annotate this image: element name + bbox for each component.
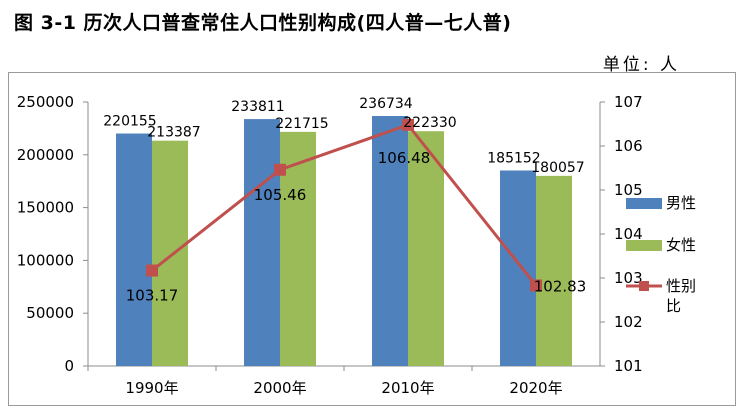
legend-label: 比 bbox=[666, 297, 681, 315]
left-tick-label: 250000 bbox=[17, 93, 74, 111]
x-tick-label: 2020年 bbox=[509, 379, 562, 397]
ratio-line bbox=[151, 123, 538, 287]
data-label-female: 221715 bbox=[275, 116, 328, 132]
data-label-male: 220155 bbox=[103, 114, 156, 130]
right-tick-label: 101 bbox=[614, 357, 643, 375]
legend-swatch bbox=[626, 198, 662, 209]
data-label-ratio: 106.48 bbox=[378, 149, 431, 167]
data-label-male: 236734 bbox=[359, 96, 413, 112]
right-tick-label: 102 bbox=[614, 313, 643, 331]
x-tick-label: 1990年 bbox=[125, 379, 178, 397]
legend-label: 女性 bbox=[666, 236, 696, 254]
data-label-female: 180057 bbox=[531, 160, 584, 176]
left-tick-label: 0 bbox=[64, 357, 74, 375]
right-tick-label: 105 bbox=[614, 181, 643, 199]
bar-female bbox=[536, 175, 572, 366]
bar-female bbox=[408, 131, 444, 366]
unit-label: 单位: 人 bbox=[602, 55, 680, 75]
line-layer bbox=[146, 118, 542, 292]
page-title: 图 3-1 历次人口普查常住人口性别构成(四人普—七人普) bbox=[14, 12, 512, 34]
left-tick-label: 150000 bbox=[17, 199, 74, 217]
data-label-female: 213387 bbox=[147, 125, 200, 141]
data-label-male: 233811 bbox=[231, 99, 284, 115]
data-label-ratio: 105.46 bbox=[254, 186, 307, 204]
left-tick-label: 200000 bbox=[17, 146, 74, 164]
bars-layer bbox=[116, 116, 572, 366]
data-label-ratio: 103.17 bbox=[126, 287, 179, 305]
right-tick-label: 107 bbox=[614, 93, 643, 111]
bar-male bbox=[372, 116, 408, 366]
legend-label: 性别 bbox=[666, 277, 696, 295]
x-tick-label: 2010年 bbox=[381, 379, 434, 397]
right-tick-label: 103 bbox=[614, 269, 643, 287]
axes-layer: 0 50000 100000 150000 200000 250000 101 102 103 1… bbox=[17, 93, 643, 397]
data-label-male: 185152 bbox=[487, 150, 540, 166]
ratio-marker bbox=[274, 163, 286, 176]
data-label-ratio: 102.83 bbox=[534, 277, 587, 295]
bar-male bbox=[116, 133, 152, 366]
left-tick-label: 100000 bbox=[17, 251, 74, 269]
left-tick-label: 50000 bbox=[26, 304, 74, 322]
ratio-marker bbox=[146, 264, 158, 277]
ratio-marker bbox=[530, 279, 542, 292]
bar-female bbox=[152, 140, 188, 366]
legend-swatch bbox=[626, 240, 662, 251]
ratio-marker bbox=[402, 118, 414, 131]
bar-male bbox=[244, 119, 280, 366]
bar-male bbox=[500, 170, 536, 366]
legend-swatch bbox=[639, 281, 649, 291]
x-tick-label: 2000年 bbox=[253, 379, 306, 397]
right-tick-label: 106 bbox=[614, 137, 643, 155]
data-label-female: 222330 bbox=[403, 115, 456, 131]
right-tick-label: 104 bbox=[614, 225, 643, 243]
legend-label: 男性 bbox=[666, 194, 696, 212]
